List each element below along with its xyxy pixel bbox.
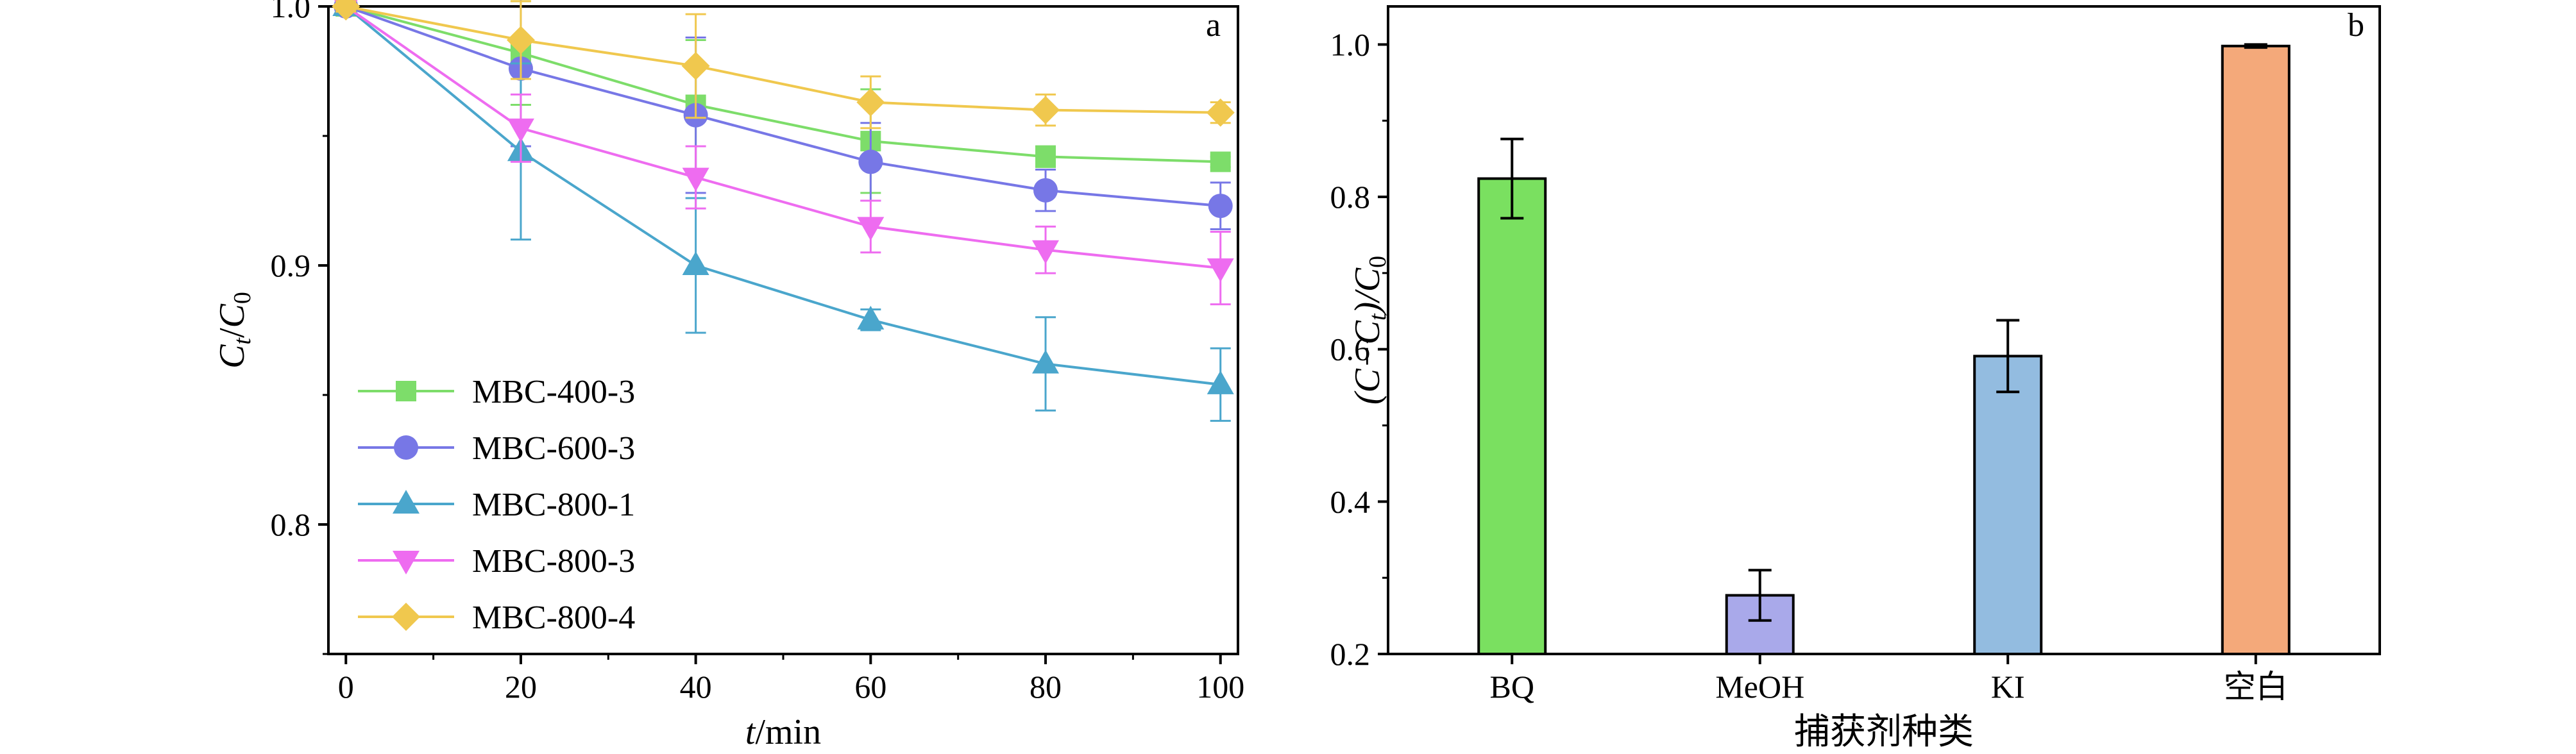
data-point	[1206, 98, 1235, 127]
panel-a-legend: MBC-400-3 MBC-600-3 MBC-800-1 MBC-800-3 MBC-…	[358, 374, 635, 636]
bar-BQ	[1477, 177, 1547, 655]
legend-marker	[393, 551, 419, 574]
legend-label: MBC-800-1	[472, 487, 635, 523]
data-point	[682, 251, 709, 275]
panel-a-x-tick-label: 0	[338, 669, 354, 705]
series-MBC-600-3	[334, 0, 1233, 230]
panel-a-xlabel-var: t	[745, 712, 756, 752]
legend-label: MBC-800-4	[472, 599, 635, 636]
panel-b-ylabel-sub1: t	[1364, 313, 1391, 321]
panel-b-y-tick-label: 1.0	[1330, 26, 1371, 62]
data-point	[857, 217, 885, 241]
panel-b-frame	[1387, 5, 2381, 655]
panel-b-ylabel-mid: )/C	[1348, 267, 1387, 315]
panel-a-x-tick-label: 80	[1030, 669, 1062, 705]
panel-a-x-tick-label: 100	[1196, 669, 1244, 705]
panel-b-x-tick-label: BQ	[1490, 669, 1534, 705]
data-point	[682, 167, 709, 192]
panel-a-xlabel-unit: /min	[755, 712, 821, 752]
series-line-MBC-800-4	[345, 5, 1221, 114]
series-MBC-800-3	[334, 0, 1234, 306]
data-point	[856, 88, 885, 117]
panel-a-ylabel-sub2: 0	[229, 292, 256, 304]
panel-b-y-tick-label: 0.2	[1330, 636, 1371, 672]
panel-b-y-axis-title: (C−Ct)/C0	[1348, 256, 1391, 405]
data-point	[857, 305, 885, 330]
panel-b-tag: b	[2348, 7, 2364, 44]
panel-a-ylabel-sub1: t	[229, 337, 256, 345]
panel-a-y-tick-label: 0.8	[271, 507, 311, 542]
legend-marker	[393, 490, 419, 514]
data-point	[681, 51, 710, 80]
panel-a-x-tick-label: 20	[505, 669, 537, 705]
legend-item-MBC-800-1: MBC-800-1	[358, 487, 635, 523]
panel-b-y-tick-label: 0.8	[1330, 179, 1371, 215]
panel-a-x-tick-label: 60	[854, 669, 886, 705]
series-line-MBC-800-1	[344, 5, 1221, 386]
panel-b-ylabel-sub2: 0	[1364, 256, 1391, 268]
data-point	[1210, 151, 1231, 172]
panel-b-y-tick-label: 0.4	[1330, 483, 1371, 519]
data-point	[507, 118, 534, 142]
panel-a-tag: a	[1206, 7, 1221, 44]
legend-label: MBC-800-3	[472, 543, 635, 580]
panel-a-x-axis-title: t/min	[745, 712, 821, 752]
legend-item-MBC-600-3: MBC-600-3	[358, 430, 635, 467]
panel-a-y-tick-label: 1.0	[271, 0, 311, 24]
panel-b-ylabel-prefix: (C−C	[1348, 320, 1387, 405]
data-point	[506, 26, 535, 54]
legend-marker	[392, 603, 420, 631]
panel-b-x-tick-label: MeOH	[1715, 669, 1804, 705]
legend-marker	[394, 435, 418, 460]
legend-label: MBC-600-3	[472, 430, 635, 467]
legend-marker	[396, 381, 416, 401]
panel-a-series	[332, 0, 1235, 422]
panel-b-bars	[1477, 43, 2291, 656]
panel-b-bar-chart: 0.2 0.4 0.6 0.8 1.0 BQ MeOH KI 空白 b (C−Ct)/C0 捕获…	[1330, 5, 2381, 752]
data-point	[1031, 96, 1060, 124]
series-line-MBC-600-3	[345, 5, 1221, 208]
panel-b-x-tick-label: KI	[1991, 669, 2025, 705]
bar-空白	[2221, 44, 2291, 656]
panel-b-ticks: 0.2 0.4 0.6 0.8 1.0 BQ MeOH KI 空白	[1330, 26, 2288, 705]
data-point	[1033, 178, 1058, 203]
panel-a-ticks: 0 20 40 60 80 100 0.8 0.9 1.0	[271, 0, 1245, 705]
series-line-MBC-800-3	[345, 5, 1221, 270]
panel-a-x-tick-label: 40	[680, 669, 712, 705]
data-point	[858, 149, 883, 174]
data-point	[1207, 258, 1234, 283]
panel-b-y-tick-label: 0.6	[1330, 331, 1371, 367]
panel-a-ylabel-c2: C	[212, 303, 252, 328]
panel-a-y-axis-title: Ct/C0	[212, 292, 256, 369]
data-point	[1208, 194, 1233, 219]
data-point	[1035, 146, 1056, 167]
series-MBC-800-4	[332, 0, 1235, 130]
series-MBC-400-3	[335, 0, 1231, 194]
legend-item-MBC-400-3: MBC-400-3	[358, 374, 635, 410]
data-point	[1032, 240, 1060, 264]
panel-a-ylabel-slash: /	[212, 328, 252, 338]
legend-label: MBC-400-3	[472, 374, 635, 410]
panel-b-x-tick-label: 空白	[2224, 669, 2288, 705]
data-point	[332, 0, 360, 21]
series-MBC-800-1	[332, 0, 1234, 422]
data-point	[1207, 370, 1234, 394]
panel-a-ylabel-c1: C	[212, 344, 252, 369]
series-line-MBC-400-3	[345, 5, 1221, 163]
panel-a-y-tick-label: 0.9	[271, 247, 311, 283]
data-point	[1032, 349, 1060, 374]
bar-KI	[1973, 355, 2043, 656]
panel-b-x-axis-title: 捕获剂种类	[1794, 712, 1974, 752]
legend-item-MBC-800-3: MBC-800-3	[358, 543, 635, 580]
legend-item-MBC-800-4: MBC-800-4	[358, 599, 635, 636]
